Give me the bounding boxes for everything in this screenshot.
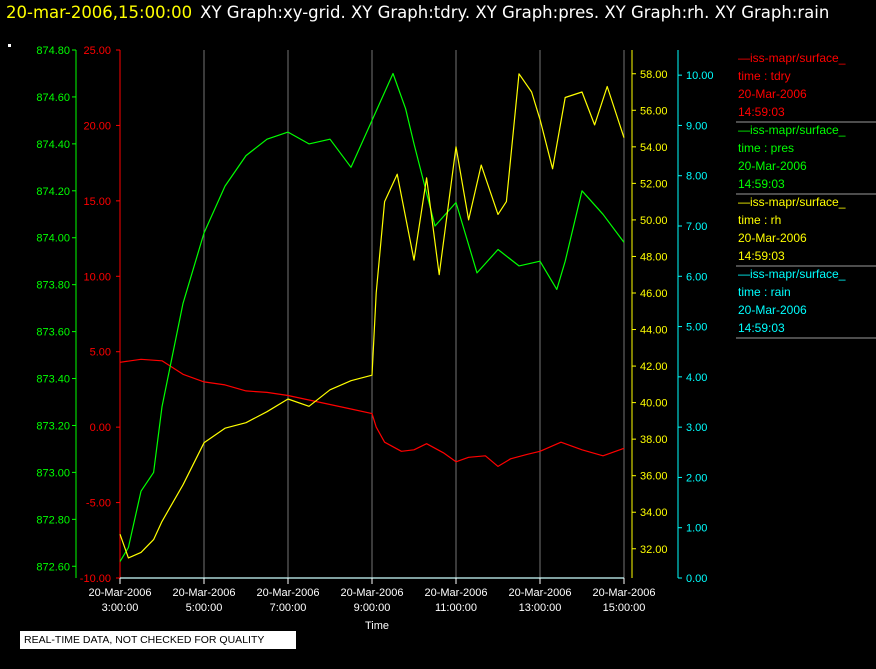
x-tick-date: 20-Mar-2006 — [341, 587, 404, 599]
pres-axis-label: 872.80 — [36, 514, 70, 526]
rh-axis-label: 46.00 — [640, 288, 668, 300]
rh-axis-label: 56.00 — [640, 105, 668, 117]
x-tick-time: 15:00:00 — [603, 602, 646, 614]
pres-axis-label: 872.60 — [36, 561, 70, 573]
legend-time: 14:59:03 — [738, 321, 785, 335]
tdry-axis-label: -10.00 — [80, 573, 111, 585]
rain-axis-label: 3.00 — [686, 422, 707, 434]
rh-axis-label: 54.00 — [640, 142, 668, 154]
tdry-axis-label: 5.00 — [90, 347, 111, 359]
legend-entry-rh: —iss-mapr/surface_time : rh 20-Mar-2006 14… — [736, 195, 876, 267]
legend-entry-pres: —iss-mapr/surface_time : pres 20-Mar-2006… — [736, 123, 876, 195]
legend-series-name: —iss-mapr/surface_ — [738, 51, 846, 65]
pres-axis-label: 874.80 — [36, 45, 70, 57]
legend-x-label: time : tdry — [738, 69, 791, 83]
x-tick-time: 3:00:00 — [102, 602, 139, 614]
pres-series-line — [119, 72, 625, 562]
rh-axis-label: 50.00 — [640, 215, 668, 227]
x-tick-date: 20-Mar-2006 — [509, 587, 572, 599]
x-tick-date: 20-Mar-2006 — [89, 587, 152, 599]
legend-series-name: —iss-mapr/surface_ — [738, 267, 846, 281]
corner-dot — [8, 44, 11, 47]
rh-axis-label: 40.00 — [640, 398, 668, 410]
pres-axis-label: 874.40 — [36, 139, 70, 151]
legend-series-name: —iss-mapr/surface_ — [738, 123, 846, 137]
tdry-axis-label: 15.00 — [83, 196, 111, 208]
legend-date: 20-Mar-2006 — [738, 303, 807, 317]
legend-series-name: —iss-mapr/surface_ — [738, 195, 846, 209]
rh-axis-label: 44.00 — [640, 325, 668, 337]
rain-axis-label: 8.00 — [686, 171, 707, 183]
title-graphs: XY Graph:xy-grid. XY Graph:tdry. XY Grap… — [200, 3, 830, 22]
x-tick-date: 20-Mar-2006 — [425, 587, 488, 599]
rain-axis-label: 6.00 — [686, 271, 707, 283]
x-tick-date: 20-Mar-2006 — [257, 587, 320, 599]
rain-axis-label: 2.00 — [686, 472, 707, 484]
title-bar: 20-mar-2006,15:00:00 XY Graph:xy-grid. XY… — [0, 0, 876, 26]
x-tick-time: 5:00:00 — [186, 602, 223, 614]
x-tick-time: 11:00:00 — [435, 602, 477, 614]
rain-axis-label: 10.00 — [686, 70, 714, 82]
legend-time: 14:59:03 — [738, 105, 785, 119]
rain-axis-label: 1.00 — [686, 523, 707, 535]
x-tick-date: 20-Mar-2006 — [173, 587, 236, 599]
axes-layer: 872.60 872.80 873.00 873.20 873.40 873.60 873.… — [36, 45, 713, 585]
quality-notice: REAL-TIME DATA, NOT CHECKED FOR QUALITY — [20, 631, 296, 649]
tdry-axis-label: 20.00 — [83, 120, 111, 132]
legend-x-label: time : rh — [738, 213, 781, 227]
pres-axis-label: 873.40 — [36, 374, 70, 386]
pres-axis-label: 873.00 — [36, 467, 70, 479]
x-axis-title: Time — [365, 620, 389, 632]
legend-entry-rain: —iss-mapr/surface_time : rain 20-Mar-2006… — [736, 267, 876, 339]
legend: —iss-mapr/surface_time : tdry20-Mar-2006… — [736, 51, 876, 339]
tdry-series-line — [119, 358, 625, 467]
rain-axis-label: 0.00 — [686, 573, 707, 585]
rh-series-line — [119, 73, 625, 559]
tdry-axis-label: 25.00 — [83, 45, 111, 57]
rh-axis-label: 34.00 — [640, 507, 668, 519]
rain-axis-label: 5.00 — [686, 322, 707, 334]
legend-date: 20-Mar-2006 — [738, 231, 807, 245]
pres-axis-label: 873.20 — [36, 420, 70, 432]
pres-axis-label: 874.00 — [36, 233, 70, 245]
x-tick-time: 7:00:00 — [270, 602, 307, 614]
grid-layer — [119, 50, 625, 578]
rain-axis-label: 4.00 — [686, 372, 707, 384]
legend-time: 14:59:03 — [738, 249, 785, 263]
legend-date: 20-Mar-2006 — [738, 87, 807, 101]
x-axis: 20-Mar-2006 3:00:00 20-Mar-2006 5:00:00 20-M… — [89, 577, 656, 632]
rh-axis-label: 52.00 — [640, 178, 668, 190]
tdry-axis-label: 10.00 — [83, 271, 111, 283]
pres-axis-label: 873.80 — [36, 280, 70, 292]
legend-date: 20-Mar-2006 — [738, 159, 807, 173]
rain-axis-label: 7.00 — [686, 221, 707, 233]
tdry-axis-label: -5.00 — [86, 498, 111, 510]
rh-axis-label: 42.00 — [640, 361, 668, 373]
rh-axis-label: 32.00 — [640, 544, 668, 556]
pres-axis-label: 873.60 — [36, 327, 70, 339]
x-tick-date: 20-Mar-2006 — [593, 587, 656, 599]
rh-axis-label: 38.00 — [640, 434, 668, 446]
legend-x-label: time : rain — [738, 285, 791, 299]
title-time: 20-mar-2006,15:00:00 — [6, 3, 193, 22]
rain-axis-label: 9.00 — [686, 120, 707, 132]
pres-axis-label: 874.20 — [36, 186, 70, 198]
x-tick-time: 13:00:00 — [519, 602, 562, 614]
rh-axis-label: 36.00 — [640, 471, 668, 483]
rh-axis-label: 58.00 — [640, 69, 668, 81]
rh-axis-label: 48.00 — [640, 251, 668, 263]
legend-time: 14:59:03 — [738, 177, 785, 191]
x-tick-time: 9:00:00 — [354, 602, 391, 614]
tdry-axis-label: 0.00 — [90, 422, 111, 434]
pres-axis-label: 874.60 — [36, 92, 70, 104]
legend-entry-tdry: —iss-mapr/surface_time : tdry 20-Mar-2006… — [736, 51, 876, 123]
legend-x-label: time : pres — [738, 141, 794, 155]
